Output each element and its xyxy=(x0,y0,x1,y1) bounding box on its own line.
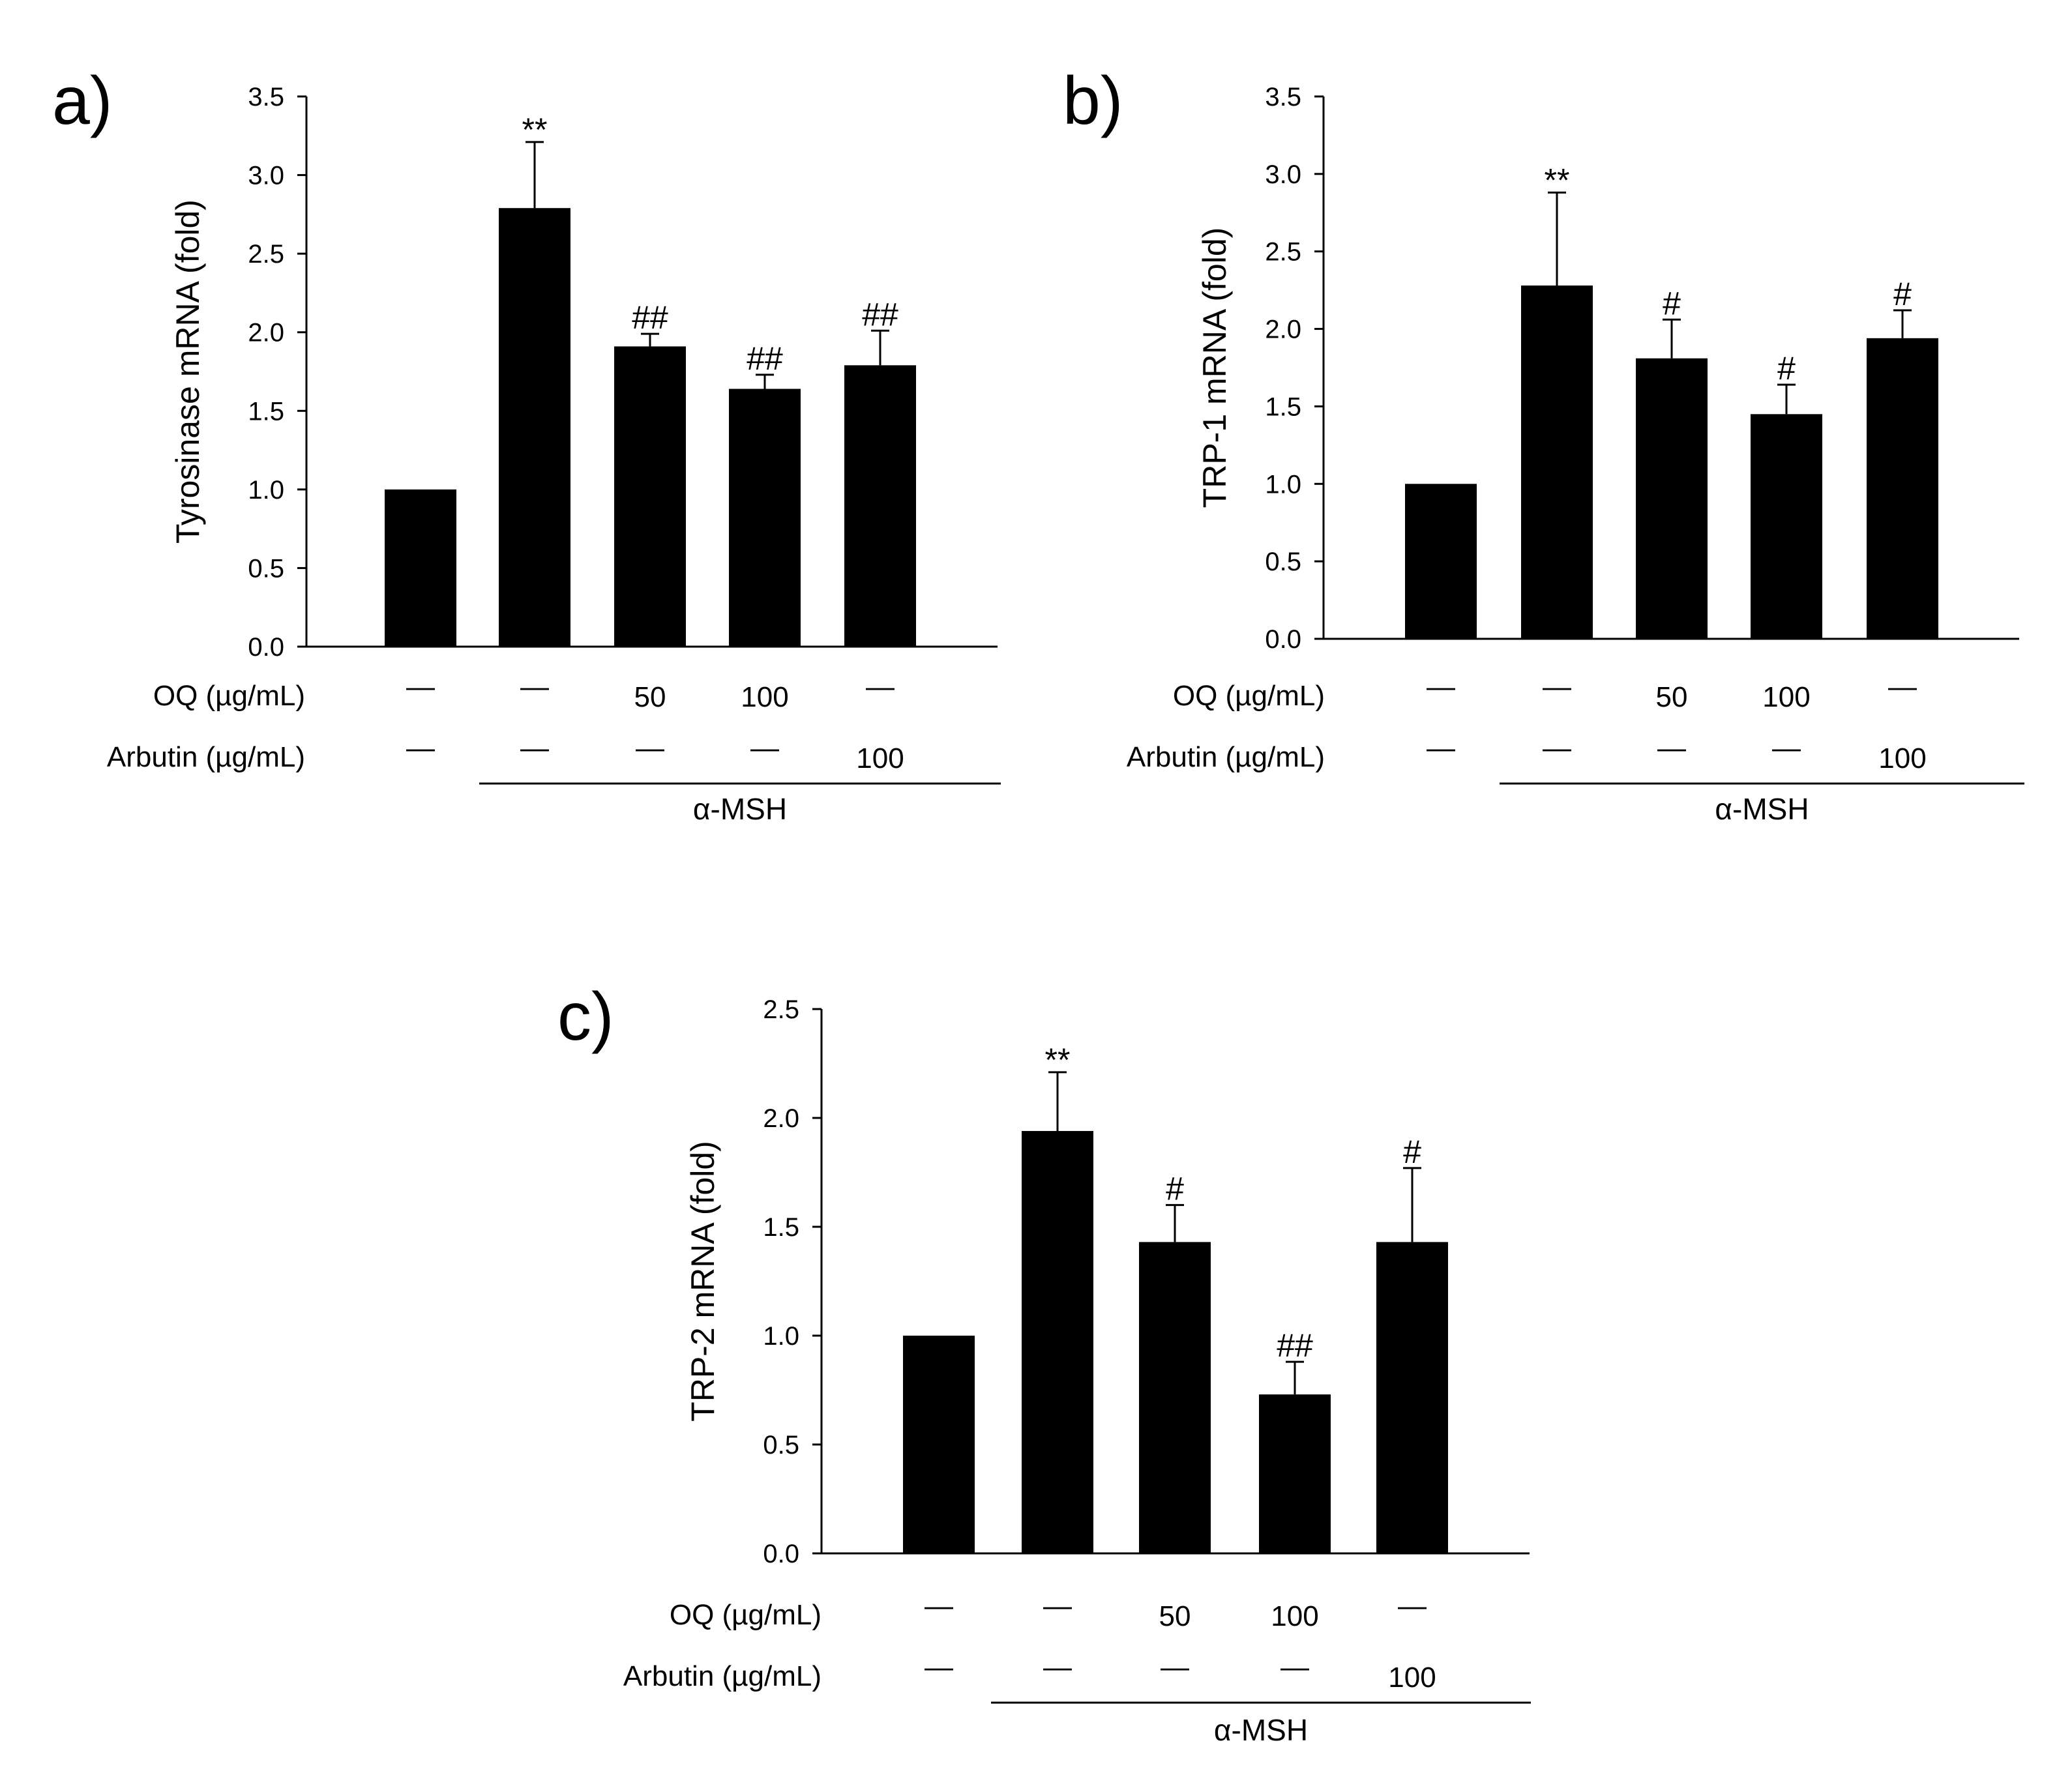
treatment-value: 50 xyxy=(634,681,666,713)
bar xyxy=(903,1336,975,1553)
treatment-dash: — xyxy=(925,1590,953,1622)
bar xyxy=(729,389,801,647)
bar xyxy=(1521,286,1593,639)
y-tick-label: 2.0 xyxy=(248,319,284,347)
treatment-value: 50 xyxy=(1159,1600,1191,1632)
treatment-dash: — xyxy=(1043,1651,1072,1683)
y-tick-label: 1.5 xyxy=(1265,392,1301,421)
y-tick-label: 2.0 xyxy=(1265,315,1301,344)
bar xyxy=(1636,358,1708,639)
bar xyxy=(1867,338,1938,639)
y-tick-label: 3.0 xyxy=(1265,160,1301,189)
y-tick-label: 1.5 xyxy=(763,1213,799,1242)
treatment-row-label: Arbutin (µg/mL) xyxy=(623,1660,821,1692)
y-tick-label: 2.5 xyxy=(763,995,799,1024)
significance-mark: # xyxy=(1166,1171,1184,1207)
y-tick-label: 2.5 xyxy=(1265,238,1301,267)
significance-mark: ## xyxy=(1277,1327,1313,1364)
bar xyxy=(1376,1242,1448,1553)
y-tick-label: 0.5 xyxy=(763,1431,799,1460)
treatment-value: 100 xyxy=(856,742,904,774)
significance-mark: ** xyxy=(1045,1042,1071,1078)
significance-mark: # xyxy=(1893,276,1912,312)
treatment-row-label: OQ (µg/mL) xyxy=(670,1599,821,1631)
treatment-dash: — xyxy=(925,1651,953,1683)
treatment-value: 100 xyxy=(741,681,788,713)
y-tick-label: 1.0 xyxy=(248,476,284,505)
treatment-dash: — xyxy=(1888,671,1917,703)
treatment-dash: — xyxy=(1280,1651,1309,1683)
treatment-dash: — xyxy=(1543,671,1571,703)
y-tick-label: 2.5 xyxy=(248,240,284,269)
group-label: α-MSH xyxy=(1214,1713,1308,1747)
panel-letter: a) xyxy=(52,63,112,139)
treatment-row-label: OQ (µg/mL) xyxy=(1173,680,1325,712)
panel-b: b) 0.0 0.5 1.0 1.5 2.0 2.5 3.0 3.5 TRP-1 mRNA (fo… xyxy=(1063,63,2024,826)
treatment-row-label: Arbutin (µg/mL) xyxy=(1127,741,1325,773)
y-tick-label: 1.0 xyxy=(763,1322,799,1351)
y-tick-label: 0.0 xyxy=(1265,625,1301,654)
y-tick-label: 1.0 xyxy=(1265,470,1301,499)
y-tick-label: 2.0 xyxy=(763,1104,799,1133)
treatment-dash: — xyxy=(406,671,435,703)
y-axis-label: TRP-2 mRNA (fold) xyxy=(685,1141,721,1422)
y-axis-label: Tyrosinase mRNA (fold) xyxy=(170,199,206,544)
bar xyxy=(1139,1242,1211,1553)
treatment-dash: — xyxy=(406,732,435,764)
treatment-dash: — xyxy=(1398,1590,1427,1622)
treatment-dash: — xyxy=(1772,732,1801,764)
treatment-dash: — xyxy=(1657,732,1686,764)
treatment-dash: — xyxy=(520,732,549,764)
bar xyxy=(1751,414,1822,639)
bar xyxy=(499,208,570,647)
y-tick-label: 0.0 xyxy=(248,633,284,662)
treatment-dash: — xyxy=(1427,671,1455,703)
group-label: α-MSH xyxy=(693,792,787,826)
significance-mark: # xyxy=(1777,350,1796,387)
significance-mark: ** xyxy=(522,111,548,148)
treatment-dash: — xyxy=(636,732,664,764)
treatment-dash: — xyxy=(750,732,779,764)
significance-mark: ## xyxy=(747,340,783,377)
bar xyxy=(1022,1131,1093,1553)
bar xyxy=(614,346,686,647)
panel-letter: c) xyxy=(557,979,614,1055)
treatment-dash: — xyxy=(520,671,549,703)
y-tick-label: 0.5 xyxy=(248,554,284,583)
bar xyxy=(844,365,916,647)
y-tick-label: 3.5 xyxy=(1265,83,1301,111)
group-label: α-MSH xyxy=(1715,792,1809,826)
treatment-dash: — xyxy=(1543,732,1571,764)
treatment-dash: — xyxy=(1161,1651,1189,1683)
panel-c: c) 0.0 0.5 1.0 1.5 2.0 2.5 TRP-2 mRNA (fold) ** #… xyxy=(557,979,1531,1747)
y-tick-label: 1.5 xyxy=(248,397,284,426)
panel-a: a) 0.0 0.5 1.0 1.5 2.0 2.5 3.0 3.5 Tyrosinase mRN… xyxy=(52,63,1001,826)
y-tick-label: 0.5 xyxy=(1265,548,1301,576)
y-axis-label: TRP-1 mRNA (fold) xyxy=(1196,227,1233,508)
treatment-row-label: OQ (µg/mL) xyxy=(153,680,305,712)
bar xyxy=(385,489,456,647)
significance-mark: ## xyxy=(632,299,668,336)
significance-mark: ## xyxy=(862,296,898,332)
treatment-dash: — xyxy=(866,671,895,703)
treatment-value: 100 xyxy=(1878,742,1926,774)
treatment-value: 100 xyxy=(1762,681,1810,713)
treatment-value: 100 xyxy=(1388,1662,1436,1694)
y-tick-label: 0.0 xyxy=(763,1540,799,1568)
y-tick-label: 3.5 xyxy=(248,83,284,111)
bar xyxy=(1405,484,1477,639)
bar xyxy=(1259,1394,1331,1553)
treatment-dash: — xyxy=(1427,732,1455,764)
treatment-value: 50 xyxy=(1656,681,1688,713)
treatment-dash: — xyxy=(1043,1590,1072,1622)
significance-mark: ** xyxy=(1545,162,1570,198)
treatment-value: 100 xyxy=(1271,1600,1318,1632)
significance-mark: # xyxy=(1403,1134,1421,1170)
panel-letter: b) xyxy=(1063,63,1123,139)
y-tick-label: 3.0 xyxy=(248,162,284,190)
treatment-row-label: Arbutin (µg/mL) xyxy=(107,741,305,773)
significance-mark: # xyxy=(1663,285,1681,321)
